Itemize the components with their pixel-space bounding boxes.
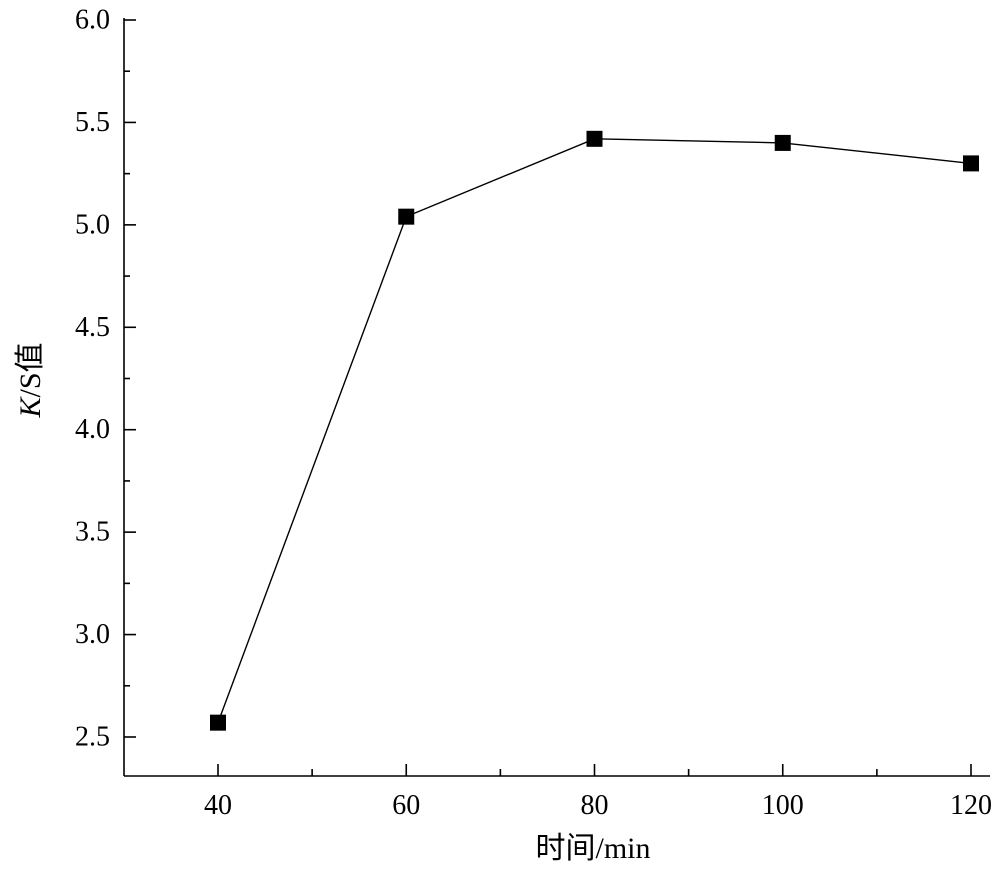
y-tick-label: 2.5 [75, 722, 110, 753]
y-tick-label: 3.5 [75, 517, 110, 548]
y-tick-label: 4.5 [75, 312, 110, 343]
x-tick-label: 120 [950, 790, 992, 821]
y-tick-label: 5.0 [75, 209, 110, 240]
data-point-marker [210, 714, 226, 731]
y-tick-label: 3.0 [75, 619, 110, 650]
data-point-marker [398, 208, 415, 225]
y-tick-label: 4.0 [75, 414, 110, 445]
x-axis-title: 时间/min [535, 832, 650, 865]
y-axis-title: K/S值 [14, 342, 47, 418]
data-point-marker [963, 155, 979, 172]
x-tick-label: 80 [581, 790, 609, 821]
y-tick-label: 6.0 [75, 5, 110, 36]
y-tick-label: 5.5 [75, 107, 110, 138]
data-point-marker [586, 130, 603, 147]
data-point-marker [774, 134, 791, 151]
series-line [217, 138, 972, 723]
series-group [210, 130, 979, 731]
axes: 2.5 3.0 3.5 4.0 4.5 5.0 5.5 6.0 40 60 80 100 120 [75, 5, 992, 822]
x-tick-label: 60 [392, 790, 420, 821]
x-tick-label: 100 [762, 790, 804, 821]
x-tick-label: 40 [204, 790, 232, 821]
